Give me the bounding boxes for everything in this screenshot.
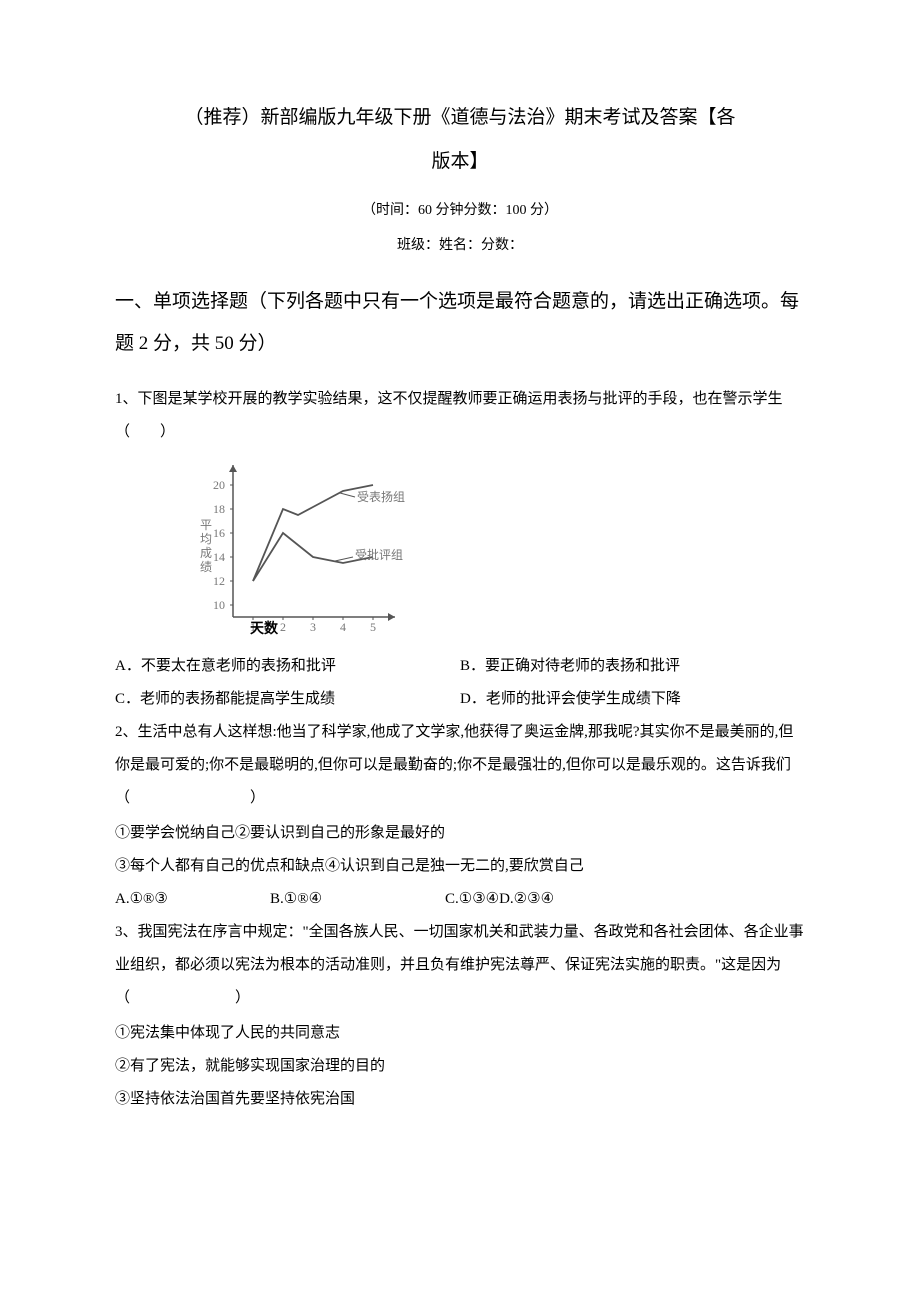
question-1-options-row2: C．老师的表扬都能提高学生成绩 D．老师的批评会使学生成绩下降 bbox=[115, 683, 805, 716]
svg-text:20: 20 bbox=[213, 478, 225, 492]
question-1-chart: 10 12 14 16 18 20 1 2 3 4 5 平 均 成 绩 受表扬组… bbox=[195, 457, 405, 642]
series1-label: 受表扬组 bbox=[357, 489, 405, 504]
question-1-text: 1、下图是某学校开展的教学实验结果，这不仅提醒教师要正确运用表扬与批评的手段，也… bbox=[115, 383, 805, 449]
page-title-line2: 版本】 bbox=[115, 144, 805, 180]
question-1-options-row1: A．不要太在意老师的表扬和批评 B．要正确对待老师的表扬和批评 bbox=[115, 650, 805, 683]
question-3-statement-2: ②有了宪法，就能够实现国家治理的目的 bbox=[115, 1050, 805, 1083]
q1-option-b: B．要正确对待老师的表扬和批评 bbox=[460, 650, 805, 683]
exam-time-score: （时间：60 分钟分数：100 分） bbox=[115, 198, 805, 225]
svg-text:成: 成 bbox=[200, 546, 212, 560]
svg-text:16: 16 bbox=[213, 526, 225, 540]
page-title-line1: （推荐）新部编版九年级下册《道德与法治》期末考试及答案【各 bbox=[115, 100, 805, 136]
svg-text:18: 18 bbox=[213, 502, 225, 516]
svg-text:均: 均 bbox=[200, 532, 212, 546]
question-3-statement-3: ③坚持依法治国首先要坚持依宪治国 bbox=[115, 1083, 805, 1116]
question-2-statement-1: ①要学会悦纳自己②要认识到自己的形象是最好的 bbox=[115, 817, 805, 850]
question-3-statement-1: ①宪法集中体现了人民的共同意志 bbox=[115, 1017, 805, 1050]
section-1-heading: 一、单项选择题（下列各题中只有一个选项是最符合题意的，请选出正确选项。每题 2 … bbox=[115, 281, 805, 365]
question-2-options: A.①®③ B.①®④ C.①③④D.②③④ bbox=[115, 883, 805, 916]
svg-text:5: 5 bbox=[370, 620, 376, 634]
series2-label: 受批评组 bbox=[355, 547, 403, 562]
svg-text:3: 3 bbox=[310, 620, 316, 634]
q2-option-a: A.①®③ bbox=[115, 883, 270, 916]
q1-option-c: C．老师的表扬都能提高学生成绩 bbox=[115, 683, 460, 716]
student-info-fields: 班级：姓名：分数： bbox=[115, 233, 805, 260]
q2-option-b: B.①®④ bbox=[270, 883, 445, 916]
svg-text:4: 4 bbox=[340, 620, 346, 634]
svg-text:14: 14 bbox=[213, 550, 225, 564]
svg-text:2: 2 bbox=[280, 620, 286, 634]
question-3-text: 3、我国宪法在序言中规定："全国各族人民、一切国家机关和武装力量、各政党和各社会… bbox=[115, 916, 805, 1015]
question-2-text: 2、生活中总有人这样想:他当了科学家,他成了文学家,他获得了奥运金牌,那我呢?其… bbox=[115, 716, 805, 815]
q2-option-cd: C.①③④D.②③④ bbox=[445, 883, 554, 916]
svg-text:10: 10 bbox=[213, 598, 225, 612]
svg-text:12: 12 bbox=[213, 574, 225, 588]
q1-option-d: D．老师的批评会使学生成绩下降 bbox=[460, 683, 805, 716]
svg-text:平: 平 bbox=[200, 518, 212, 532]
chart-x-axis-label: 天数 bbox=[250, 617, 278, 644]
question-2-statement-2: ③每个人都有自己的优点和缺点④认识到自己是独一无二的,要欣赏自己 bbox=[115, 850, 805, 883]
line-chart-svg: 10 12 14 16 18 20 1 2 3 4 5 平 均 成 绩 受表扬组… bbox=[195, 457, 405, 642]
svg-text:绩: 绩 bbox=[200, 560, 212, 574]
q1-option-a: A．不要太在意老师的表扬和批评 bbox=[115, 650, 460, 683]
